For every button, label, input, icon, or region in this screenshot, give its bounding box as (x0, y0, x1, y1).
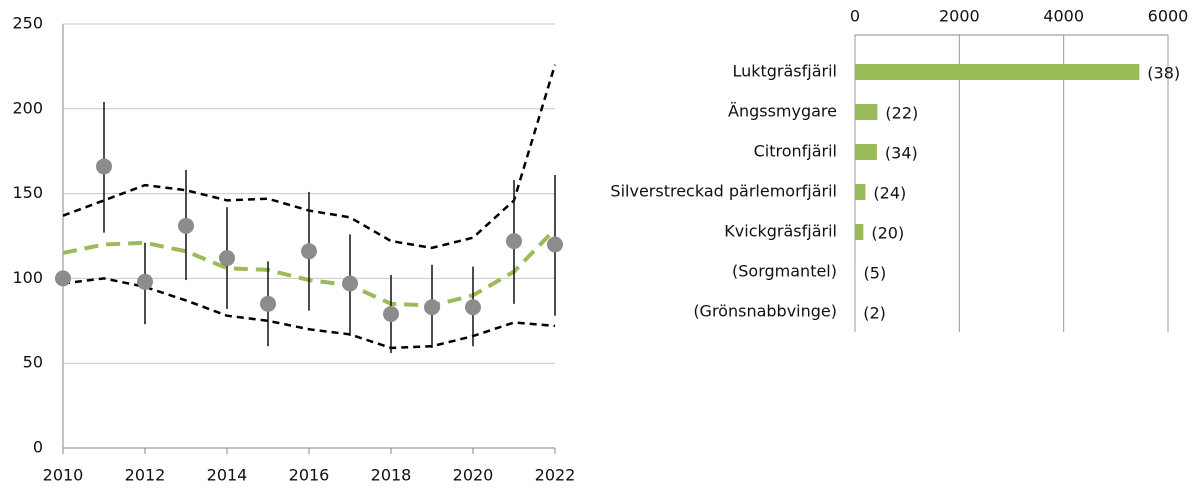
bar (855, 264, 856, 280)
data-point (301, 243, 317, 259)
x-tick-label: 2022 (535, 466, 576, 485)
y-tick-label: 250 (12, 14, 43, 33)
data-point (506, 233, 522, 249)
bar (855, 224, 863, 240)
bar-annotation: (24) (873, 184, 906, 203)
x-tick-label: 2018 (371, 466, 412, 485)
x-tick-label: 4000 (1043, 7, 1084, 26)
x-tick-label: 2012 (125, 466, 166, 485)
category-label: Silverstreckad pärlemorfjäril (610, 182, 837, 201)
category-label: Citronfjäril (754, 142, 837, 161)
data-point (55, 270, 71, 286)
bar-annotation: (34) (885, 144, 918, 163)
bar-annotation: (20) (871, 224, 904, 243)
data-point (383, 306, 399, 322)
category-label: (Grönsnabbvinge) (693, 302, 837, 321)
bar (855, 104, 877, 120)
data-point (547, 236, 563, 252)
category-label: Luktgräsfjäril (732, 62, 837, 81)
x-tick-label: 6000 (1148, 7, 1189, 26)
bar-annotation: (2) (863, 304, 886, 323)
x-tick-label: 2014 (207, 466, 248, 485)
data-point (96, 158, 112, 174)
bar-annotation: (5) (864, 264, 887, 283)
x-tick-label: 0 (850, 7, 860, 26)
data-point (424, 299, 440, 315)
y-tick-label: 0 (33, 438, 43, 457)
x-tick-label: 2020 (453, 466, 494, 485)
data-point (137, 274, 153, 290)
data-point (465, 299, 481, 315)
data-point (178, 218, 194, 234)
bar (855, 64, 1139, 80)
x-tick-label: 2010 (43, 466, 84, 485)
x-tick-label: 2016 (289, 466, 330, 485)
data-point (260, 296, 276, 312)
category-label: (Sorgmantel) (732, 262, 837, 281)
y-tick-label: 150 (12, 183, 43, 202)
category-label: Kvickgräsfjäril (724, 222, 837, 241)
data-point (342, 275, 358, 291)
bar (855, 184, 865, 200)
bar (855, 144, 877, 160)
y-tick-label: 200 (12, 98, 43, 117)
bar-annotation: (38) (1147, 64, 1180, 83)
y-tick-label: 100 (12, 268, 43, 287)
y-tick-label: 50 (23, 353, 43, 372)
data-point (219, 250, 235, 266)
bar-annotation: (22) (885, 104, 918, 123)
category-label: Ängssmygare (728, 102, 837, 121)
x-tick-label: 2000 (939, 7, 980, 26)
